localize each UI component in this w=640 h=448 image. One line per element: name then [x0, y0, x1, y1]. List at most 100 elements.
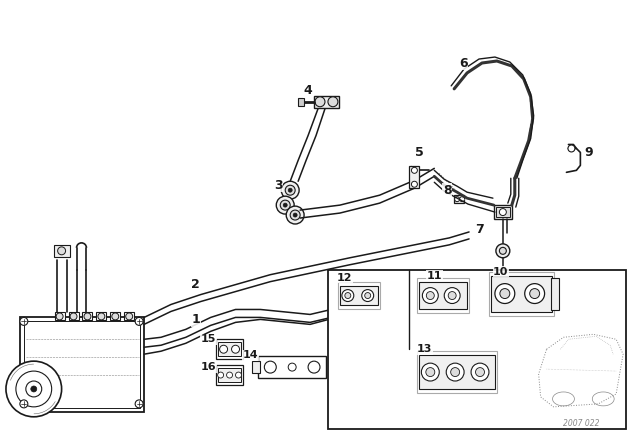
- Bar: [499, 289, 507, 293]
- Bar: [328, 270, 626, 429]
- Circle shape: [16, 371, 52, 407]
- Bar: [489, 271, 554, 316]
- Circle shape: [426, 292, 435, 300]
- Bar: [550, 278, 559, 310]
- Bar: [68, 312, 79, 320]
- Circle shape: [454, 197, 460, 202]
- Bar: [218, 342, 241, 356]
- Text: 3: 3: [274, 179, 283, 192]
- Circle shape: [460, 197, 465, 202]
- Circle shape: [276, 196, 294, 214]
- Text: 2007 022: 2007 022: [563, 419, 600, 428]
- Circle shape: [220, 345, 228, 353]
- Text: 15: 15: [201, 334, 216, 344]
- Circle shape: [530, 289, 540, 298]
- Circle shape: [135, 318, 143, 325]
- Text: 7: 7: [475, 224, 483, 237]
- Circle shape: [56, 313, 63, 320]
- Circle shape: [232, 345, 239, 353]
- Circle shape: [288, 363, 296, 371]
- Text: 13: 13: [417, 344, 432, 354]
- Circle shape: [499, 209, 506, 215]
- Circle shape: [345, 293, 351, 298]
- Circle shape: [308, 361, 320, 373]
- Bar: [494, 205, 512, 219]
- Circle shape: [98, 313, 105, 320]
- Circle shape: [499, 271, 507, 279]
- Circle shape: [342, 289, 354, 302]
- Text: 12: 12: [337, 273, 353, 283]
- Text: 8: 8: [443, 184, 451, 197]
- Circle shape: [281, 181, 299, 199]
- Bar: [54, 245, 70, 257]
- Circle shape: [444, 288, 460, 303]
- Circle shape: [500, 289, 510, 298]
- Circle shape: [426, 368, 435, 377]
- Circle shape: [20, 400, 28, 408]
- Circle shape: [448, 292, 456, 300]
- Circle shape: [112, 313, 119, 320]
- Circle shape: [422, 288, 438, 303]
- Circle shape: [284, 203, 287, 207]
- Circle shape: [125, 313, 132, 320]
- Circle shape: [421, 363, 439, 381]
- Circle shape: [6, 361, 61, 417]
- Bar: [110, 312, 120, 320]
- Circle shape: [365, 293, 371, 298]
- Circle shape: [288, 188, 292, 192]
- Bar: [419, 282, 467, 310]
- Bar: [314, 96, 339, 108]
- Bar: [417, 351, 497, 393]
- Circle shape: [31, 386, 36, 392]
- Bar: [216, 339, 243, 359]
- Bar: [24, 321, 140, 408]
- Bar: [338, 282, 380, 310]
- Circle shape: [135, 400, 143, 408]
- Circle shape: [471, 363, 489, 381]
- Circle shape: [446, 363, 464, 381]
- Bar: [491, 276, 552, 312]
- Bar: [20, 318, 144, 412]
- Circle shape: [26, 381, 42, 397]
- Circle shape: [293, 213, 297, 217]
- Circle shape: [412, 168, 417, 173]
- Bar: [124, 312, 134, 320]
- Bar: [496, 207, 510, 217]
- Circle shape: [285, 185, 295, 195]
- Text: 14: 14: [243, 350, 259, 360]
- Text: 4: 4: [304, 84, 312, 97]
- Text: 5: 5: [415, 146, 424, 159]
- Bar: [259, 356, 326, 378]
- Circle shape: [70, 313, 77, 320]
- Circle shape: [412, 181, 417, 187]
- Circle shape: [236, 372, 241, 378]
- Bar: [218, 368, 241, 382]
- Bar: [97, 312, 106, 320]
- Text: 11: 11: [426, 271, 442, 281]
- Bar: [454, 195, 464, 203]
- Circle shape: [495, 284, 515, 303]
- Bar: [419, 355, 495, 389]
- Circle shape: [476, 368, 484, 377]
- Bar: [83, 312, 92, 320]
- Circle shape: [496, 244, 510, 258]
- Circle shape: [280, 200, 290, 210]
- Circle shape: [315, 97, 325, 107]
- Circle shape: [227, 372, 232, 378]
- Circle shape: [451, 368, 460, 377]
- Circle shape: [328, 97, 338, 107]
- Circle shape: [20, 318, 28, 325]
- Bar: [252, 361, 260, 373]
- Bar: [216, 365, 243, 385]
- Circle shape: [290, 210, 300, 220]
- Text: 2: 2: [191, 278, 200, 291]
- Circle shape: [84, 313, 91, 320]
- Circle shape: [58, 247, 65, 255]
- Circle shape: [218, 372, 223, 378]
- Text: 10: 10: [493, 267, 509, 277]
- Circle shape: [264, 361, 276, 373]
- Text: 9: 9: [584, 146, 593, 159]
- Text: 6: 6: [459, 56, 467, 69]
- Circle shape: [362, 289, 374, 302]
- Circle shape: [568, 145, 575, 152]
